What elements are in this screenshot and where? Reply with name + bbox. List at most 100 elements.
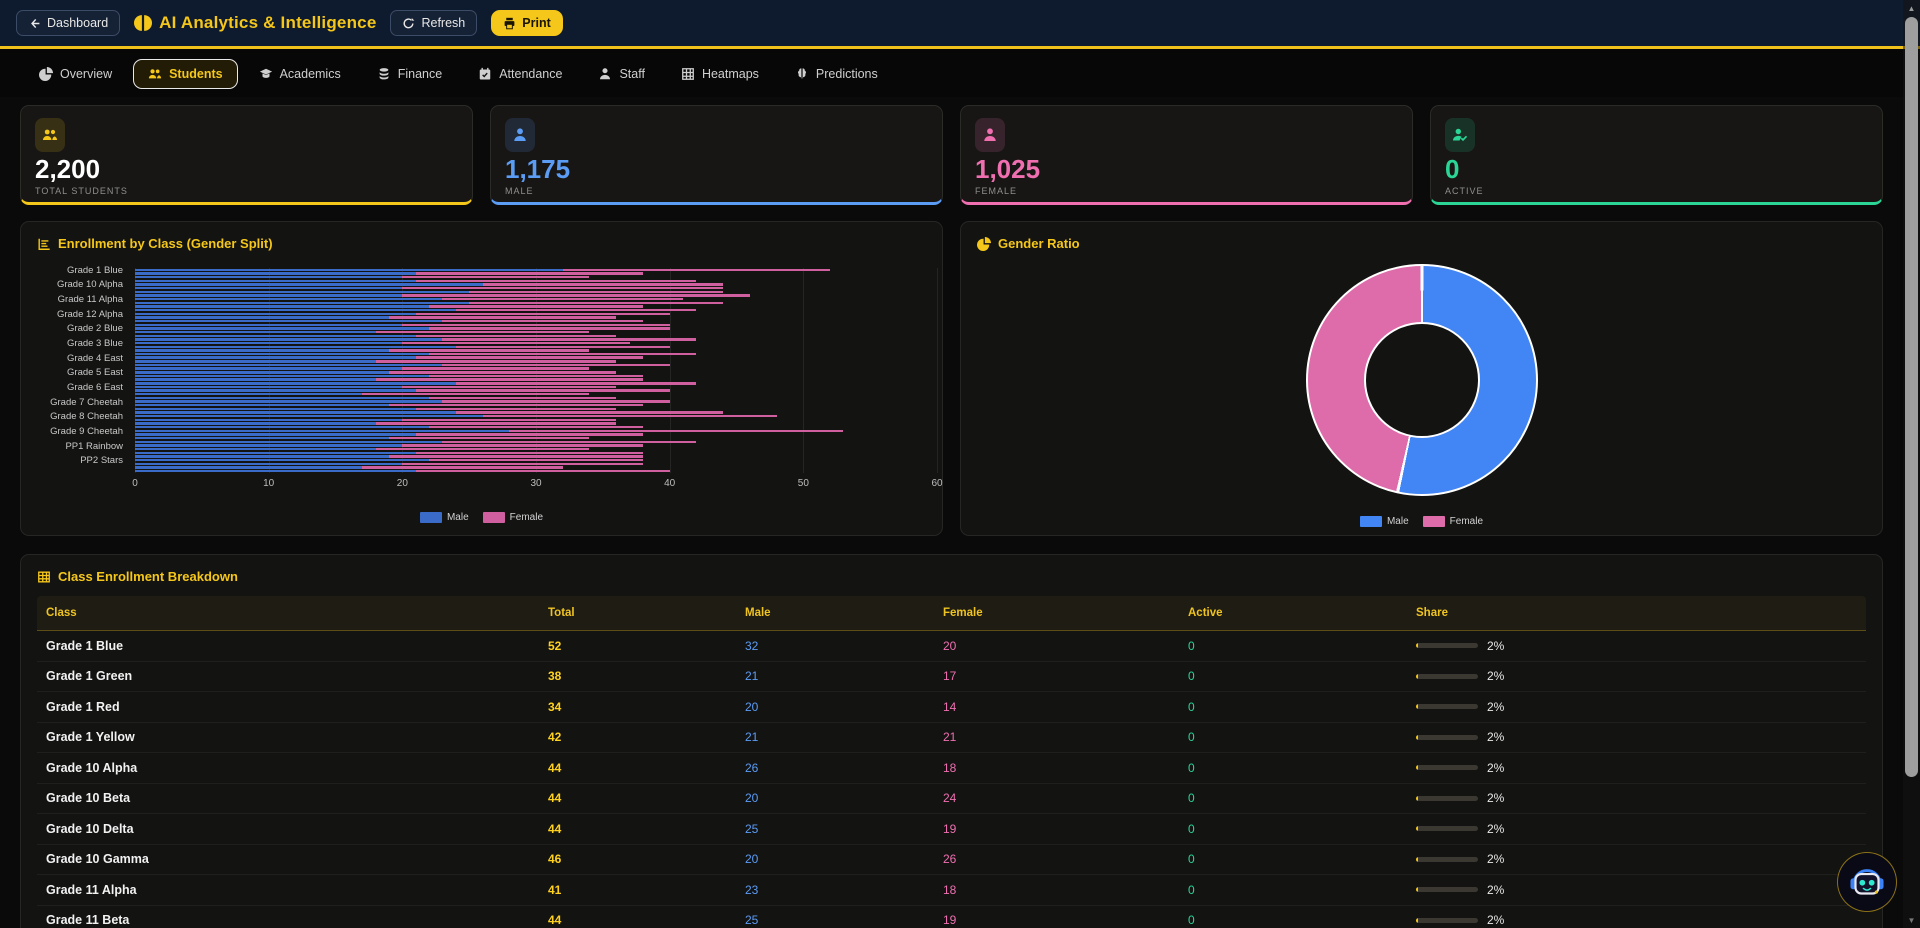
cell-share: 2% (1416, 883, 1857, 897)
bar-row-grade-9-tiger (135, 440, 697, 444)
bar-row-grade-3-green (135, 345, 670, 348)
y-axis-category-label: PP1 Rainbow (65, 440, 123, 452)
users-icon (148, 67, 162, 81)
bar-row-grade-10-alpha (135, 283, 724, 286)
scrollbar-up-arrow-icon[interactable]: ▲ (1907, 3, 1916, 13)
tab-staff[interactable]: Staff (583, 59, 659, 89)
male-bar-segment (135, 389, 416, 392)
stat-card-total-students: 2,200 TOTAL STUDENTS (20, 105, 473, 205)
back-to-dashboard-button[interactable]: Dashboard (16, 10, 121, 36)
bar-row-grade-1-blue (135, 268, 831, 272)
stat-label: TOTAL STUDENTS (35, 186, 128, 197)
gender-ratio-donut (1305, 264, 1538, 496)
legend-label: Male (446, 512, 469, 523)
female-bar-segment (442, 338, 697, 341)
male-bar-segment (135, 308, 456, 312)
scrollbar-thumb[interactable] (1905, 17, 1918, 777)
cell-class-name: Grade 10 Beta (46, 791, 131, 806)
male-bar-segment (135, 338, 443, 341)
cell-active: 0 (1188, 638, 1195, 653)
cell-class-name: Grade 10 Delta (46, 821, 134, 836)
app-title: AI Analytics & Intelligence (159, 13, 377, 32)
table-row-grade-1-blue: Grade 1 Blue 52 32 20 0 2% (37, 631, 1866, 662)
gender-ratio-donut-card: Gender Ratio Male Female (960, 221, 1883, 536)
bar-row-grade-4-south (135, 363, 670, 367)
cell-active: 0 (1188, 669, 1195, 684)
male-bar-segment (135, 297, 443, 301)
tab-heatmaps[interactable]: Heatmaps (666, 59, 774, 89)
y-axis-category-label: Grade 6 East (67, 381, 123, 393)
legend-item-female[interactable]: Female (482, 512, 544, 523)
charts-row: Enrollment by Class (Gender Split) Grade… (20, 221, 1883, 536)
female-bar-segment (362, 466, 563, 469)
enrollment-bar-chart-card: Enrollment by Class (Gender Split) Grade… (20, 221, 943, 536)
y-axis-category-label: Grade 1 Blue (67, 264, 123, 276)
male-bar-segment (135, 455, 389, 458)
legend-item-male[interactable]: Male (419, 512, 469, 523)
donut-chart-title: Gender Ratio (998, 236, 1080, 251)
stat-icon-chip (1445, 118, 1475, 152)
vertical-scrollbar[interactable]: ▲ ▼ (1903, 0, 1920, 928)
table-body: Grade 1 Blue 52 32 20 0 2% Grade 1 Green 38 21 17… (37, 631, 1866, 928)
cell-class-name: Grade 10 Gamma (46, 852, 149, 867)
print-button[interactable]: Print (491, 10, 563, 36)
female-bar-segment (402, 323, 670, 326)
refresh-button-label: Refresh (421, 16, 466, 30)
legend-swatch (419, 512, 442, 523)
male-bar-segment (135, 363, 443, 367)
x-axis-tick-label: 30 (530, 478, 542, 489)
tab-label: Students (169, 67, 223, 81)
tab-overview[interactable]: Overview (24, 59, 127, 89)
table-row-grade-10-beta: Grade 10 Beta 44 20 24 0 2% (37, 784, 1866, 814)
share-percent-label: 2% (1487, 882, 1505, 897)
male-bar-segment (135, 268, 563, 272)
donut-legend-item-male[interactable]: Male (1359, 516, 1409, 527)
cell-active: 0 (1188, 821, 1195, 836)
tab-students[interactable]: Students (133, 59, 238, 89)
male-bar-segment (135, 290, 470, 293)
donut-legend-item-female[interactable]: Female (1422, 516, 1483, 527)
cell-total: 34 (548, 699, 562, 714)
tab-attendance[interactable]: Attendance (463, 59, 577, 89)
stat-icon-chip (505, 118, 535, 152)
male-bar-segment (135, 444, 403, 447)
scrollbar-down-arrow-icon[interactable]: ▼ (1907, 915, 1916, 925)
cell-total: 41 (548, 882, 562, 897)
tab-academics[interactable]: Academics (244, 59, 356, 89)
refresh-button[interactable]: Refresh (390, 10, 478, 36)
tab-finance[interactable]: Finance (362, 59, 457, 89)
share-progress-track (1416, 795, 1478, 801)
column-header-total: Total (548, 607, 575, 619)
column-header-share: Share (1416, 607, 1448, 619)
bar-row-grade-8-leopard (135, 418, 617, 422)
share-progress-track (1416, 856, 1478, 862)
y-axis-category-label: Grade 10 Alpha (56, 279, 123, 291)
female-bar-segment (388, 437, 590, 440)
female-bar-segment (429, 352, 697, 356)
app-logo-icon (134, 15, 153, 31)
cell-male: 23 (745, 882, 759, 897)
share-percent-label: 2% (1487, 791, 1505, 806)
bar-row-grade-7-lion (135, 407, 617, 411)
table-row-grade-10-delta: Grade 10 Delta 44 25 19 0 2% (37, 814, 1866, 845)
male-bar-segment (135, 286, 403, 290)
cell-male: 25 (745, 913, 759, 928)
cell-female: 21 (943, 730, 957, 745)
female-bar-segment (562, 268, 831, 272)
bar-row-grade-8-lion (135, 422, 617, 425)
bar-row-grade-1-yellow (135, 279, 697, 282)
male-bar-segment (135, 356, 416, 359)
tab-predictions[interactable]: Predictions (780, 59, 893, 89)
female-bar-segment (415, 469, 670, 473)
gridline (669, 268, 671, 473)
legend-label: Female (509, 512, 544, 523)
x-axis-tick-label: 60 (931, 478, 943, 489)
bar-row-grade-12-beta (135, 316, 617, 319)
share-progress-track (1416, 643, 1478, 649)
female-bar-segment (375, 378, 643, 381)
chatbot-widget-button[interactable] (1837, 852, 1897, 912)
female-bar-segment (442, 319, 643, 323)
tab-label: Heatmaps (701, 67, 759, 81)
x-axis-tick-label: 10 (263, 478, 275, 489)
bar-chart-plot-area: Grade 1 Blue Grade 10 Alpha Grade 11 Alpha… (37, 262, 943, 525)
